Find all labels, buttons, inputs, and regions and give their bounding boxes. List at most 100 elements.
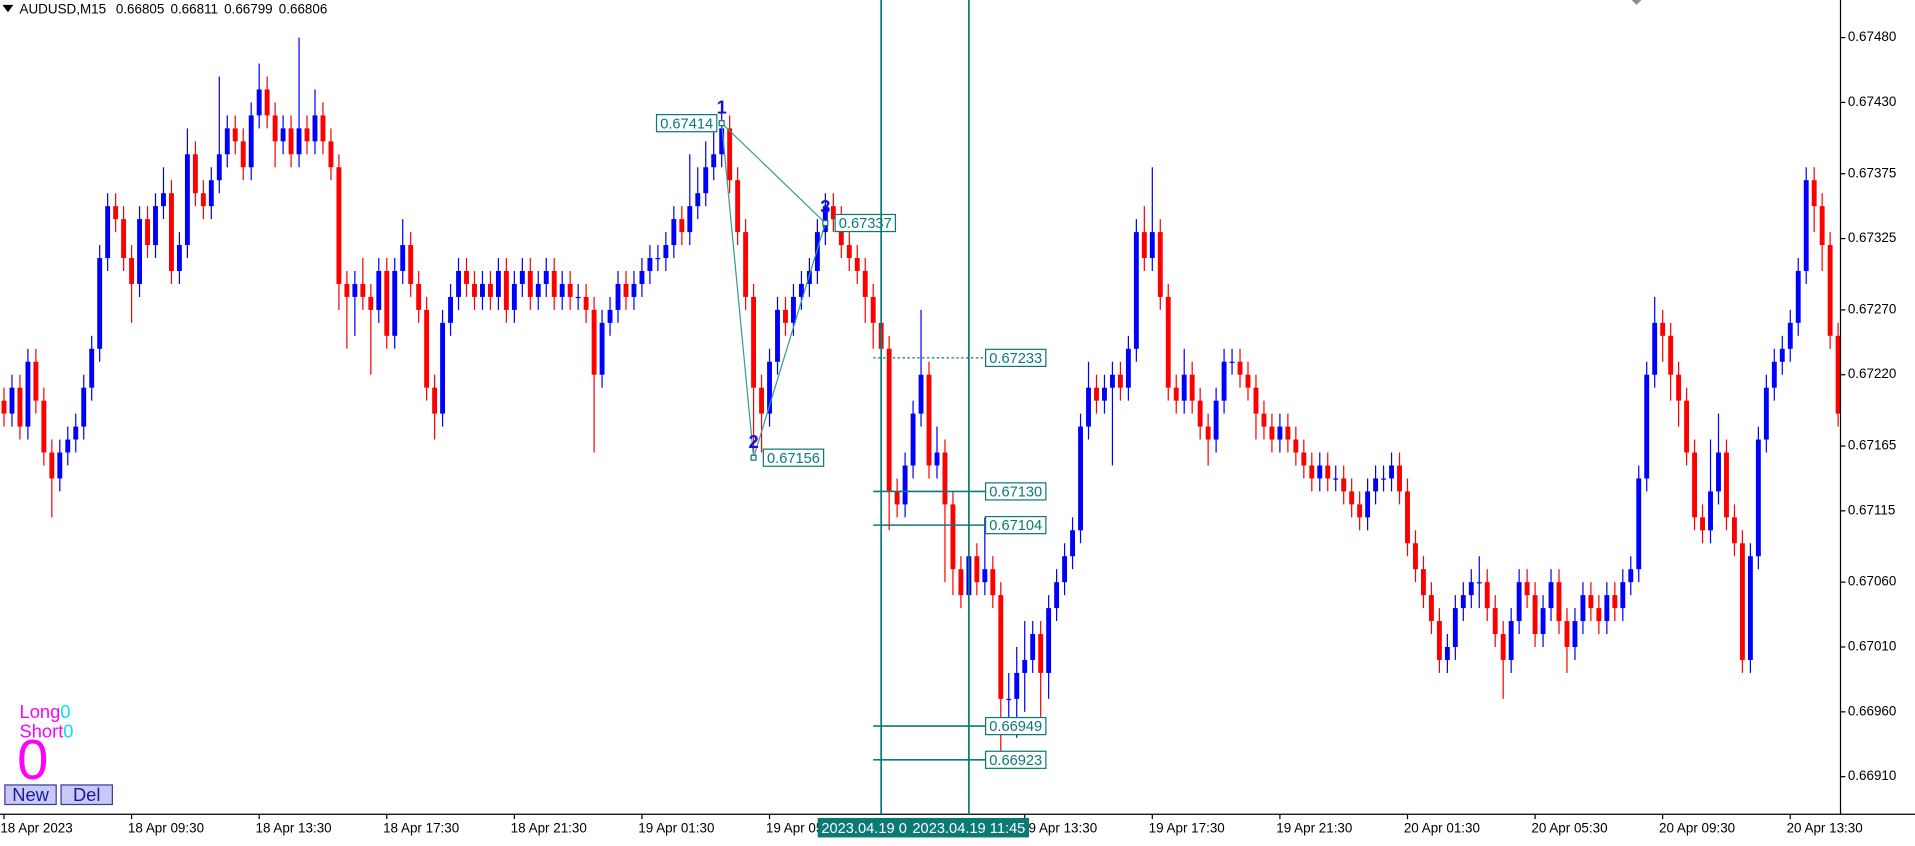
candle-body: [1763, 387, 1769, 440]
candle-body: [200, 193, 206, 207]
candle-body: [1620, 582, 1626, 609]
candle-body: [751, 296, 757, 388]
candle-body: [1652, 322, 1658, 375]
candle-body: [1237, 361, 1243, 375]
candle-body: [1149, 232, 1155, 259]
candle-body: [416, 283, 422, 310]
candle-body: [1373, 478, 1379, 492]
candle-body: [1046, 608, 1052, 673]
pattern-price: 0.67156: [767, 451, 820, 467]
panel-button-label[interactable]: Del: [73, 784, 100, 805]
candle-body: [495, 270, 501, 297]
candle-body: [1141, 232, 1147, 259]
short-count: 0: [63, 720, 73, 741]
candle-body: [703, 167, 709, 194]
candle-body: [1221, 361, 1227, 401]
long-label: Long: [20, 701, 61, 722]
header-price: 0.66811: [170, 1, 218, 16]
candle-body: [1420, 569, 1426, 596]
candle-body: [982, 569, 988, 583]
candle-body: [671, 219, 677, 246]
y-tick-label: 0.67220: [1848, 366, 1897, 381]
candle-body: [615, 283, 621, 310]
collapse-icon[interactable]: [2, 4, 14, 13]
candle-body: [248, 115, 254, 168]
candle-body: [631, 283, 637, 297]
candle-body: [312, 115, 318, 142]
candle-body: [711, 154, 717, 168]
pattern-number: 1: [717, 96, 727, 117]
candle-body: [950, 504, 956, 570]
candle-body: [137, 219, 142, 284]
candle-body: [1397, 465, 1402, 492]
candle-body: [57, 452, 63, 479]
candle-body: [1660, 322, 1666, 336]
candle-body: [240, 141, 246, 168]
panel-button[interactable]: [4, 784, 57, 806]
candle-body: [1500, 634, 1506, 660]
candle-body: [1644, 374, 1650, 479]
y-tick-label: 0.67115: [1848, 502, 1896, 517]
candle-body: [264, 89, 270, 116]
candle-body: [1309, 465, 1315, 479]
candle-body: [846, 245, 852, 259]
candle-body: [360, 283, 366, 297]
level-label-box: [984, 482, 1047, 501]
x-tick-label: 18 Apr 09:30: [128, 820, 204, 835]
pattern-number: 3: [820, 196, 830, 217]
candle-body: [192, 154, 198, 194]
candle-body: [145, 219, 150, 246]
level-label-box: [984, 348, 1047, 368]
candle-body: [1532, 595, 1538, 635]
candle-body: [575, 296, 581, 299]
pattern-price-box: [762, 448, 825, 467]
y-tick-label: 0.67060: [1848, 574, 1897, 589]
candle-body: [1476, 582, 1482, 584]
candle-body: [1484, 582, 1490, 609]
pattern-number: 2: [748, 431, 758, 452]
candle-body: [1197, 400, 1203, 427]
panel-button[interactable]: [60, 784, 113, 806]
candle-body: [1588, 595, 1594, 609]
candle-body: [1062, 556, 1068, 583]
symbol: AUDUSD,M15: [20, 1, 107, 16]
candle-body: [1125, 348, 1131, 388]
level-label-box: [984, 750, 1047, 769]
candle-body: [1349, 491, 1355, 505]
candle-body: [623, 283, 629, 297]
candle-body: [655, 258, 661, 260]
candle-body: [169, 193, 174, 271]
candle-body: [1006, 698, 1012, 701]
candle-body: [1468, 582, 1474, 596]
candle-body: [1811, 180, 1817, 207]
pattern-line: [753, 222, 826, 458]
candle-body: [1381, 478, 1387, 480]
candle-body: [17, 387, 23, 427]
candle-body: [1708, 491, 1713, 531]
candle-body: [1365, 491, 1371, 518]
candle-body: [687, 206, 693, 233]
candle-body: [392, 270, 398, 336]
long-count: 0: [60, 701, 70, 722]
candle-body: [1102, 387, 1107, 401]
y-tick-label: 0.67375: [1848, 165, 1897, 180]
candle-body: [224, 128, 230, 155]
y-tick-label: 0.67165: [1848, 438, 1897, 453]
candle-body: [559, 283, 565, 297]
candle-body: [440, 322, 446, 414]
candle-body: [1803, 180, 1809, 271]
candle-body: [759, 387, 765, 414]
candle-body: [296, 128, 302, 155]
candle-body: [1747, 556, 1753, 660]
level-label-box: [984, 515, 1047, 535]
candle-body: [1413, 543, 1418, 570]
x-tick-label: 18 Apr 21:30: [511, 820, 587, 835]
candle-body: [1428, 595, 1434, 622]
candle-body: [974, 556, 980, 583]
candle-body: [33, 361, 39, 401]
header-price: 0.66799: [224, 1, 273, 16]
x-tick-label: 18 Apr 17:30: [383, 820, 459, 835]
panel-button-label[interactable]: New: [12, 784, 49, 805]
candle-body: [806, 270, 812, 284]
